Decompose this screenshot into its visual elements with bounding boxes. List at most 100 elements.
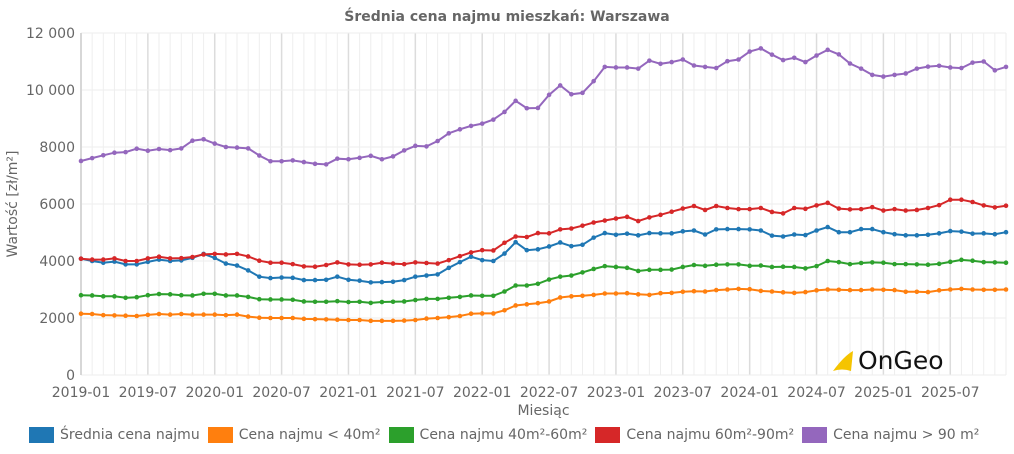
data-point <box>758 263 764 268</box>
data-point <box>580 242 585 248</box>
data-point <box>725 262 730 267</box>
data-point <box>1003 64 1009 70</box>
data-point <box>892 72 897 78</box>
data-point <box>446 265 452 271</box>
x-tick-label: 2022-01 <box>453 385 512 401</box>
data-point <box>591 292 596 298</box>
data-point <box>502 251 507 256</box>
data-point <box>914 233 920 238</box>
data-point <box>201 291 206 297</box>
data-point <box>825 200 830 206</box>
data-point <box>535 300 541 306</box>
data-point <box>992 287 998 293</box>
data-point <box>624 265 630 271</box>
data-point <box>881 260 886 266</box>
data-point <box>312 299 318 305</box>
data-point <box>869 287 875 292</box>
data-point <box>780 211 786 216</box>
data-point <box>713 227 719 232</box>
data-point <box>335 260 340 265</box>
data-point <box>368 262 374 267</box>
data-point <box>970 287 975 292</box>
data-point <box>446 295 452 301</box>
data-point <box>647 267 652 273</box>
data-point <box>134 146 140 152</box>
data-point <box>390 318 396 324</box>
data-point <box>479 121 485 126</box>
data-point <box>591 266 596 272</box>
data-point <box>791 290 797 296</box>
data-point <box>736 262 741 267</box>
data-point <box>580 223 585 228</box>
data-point <box>390 279 396 285</box>
data-point <box>691 63 697 68</box>
data-point <box>301 264 307 269</box>
data-point <box>468 254 474 260</box>
data-point <box>167 312 173 317</box>
data-point <box>379 318 385 324</box>
data-point <box>245 314 251 319</box>
data-point <box>1003 260 1009 266</box>
data-point <box>312 264 318 270</box>
data-point <box>914 66 920 71</box>
data-point <box>245 146 251 151</box>
data-point <box>413 317 418 323</box>
data-point <box>524 302 530 307</box>
data-point <box>502 109 507 115</box>
data-point <box>691 203 697 209</box>
grid <box>80 32 1007 376</box>
data-point <box>947 65 953 70</box>
y-tick-label: 12 000 <box>26 26 75 42</box>
data-point <box>123 262 128 267</box>
legend-item-under-40[interactable]: Cena najmu < 40m² <box>207 427 381 443</box>
data-point <box>858 287 864 293</box>
legend-label: Cena najmu < 40m² <box>238 427 381 443</box>
data-point <box>167 256 173 261</box>
legend-item-average[interactable]: Średnia cena najmu <box>29 427 200 443</box>
data-point <box>446 257 452 263</box>
data-point <box>546 92 552 98</box>
data-point <box>491 293 496 299</box>
data-point <box>290 158 296 163</box>
data-point <box>869 72 875 78</box>
data-point <box>223 312 229 318</box>
data-point <box>825 258 830 264</box>
data-point <box>290 315 296 321</box>
data-point <box>357 278 362 283</box>
data-point <box>669 290 674 296</box>
data-point <box>502 289 507 294</box>
x-tick-label: 2021-01 <box>319 385 378 401</box>
data-point <box>903 71 908 76</box>
y-tick-label: 8000 <box>39 140 75 156</box>
data-point <box>234 145 240 150</box>
data-point <box>513 239 518 245</box>
data-point <box>145 312 151 318</box>
legend-item-40-60[interactable]: Cena najmu 40m²-60m² <box>388 427 587 443</box>
data-point <box>825 224 830 230</box>
series-2 <box>78 257 1009 306</box>
data-point <box>435 261 440 266</box>
legend-item-over-90[interactable]: Cena najmu > 90 m² <box>802 427 979 443</box>
data-point <box>814 288 819 293</box>
data-point <box>446 131 452 136</box>
data-point <box>346 299 351 305</box>
data-point <box>301 316 307 322</box>
data-point <box>257 296 262 302</box>
data-point <box>513 283 518 288</box>
data-point <box>123 313 128 319</box>
data-point <box>78 158 84 164</box>
data-point <box>557 227 563 232</box>
legend-item-60-90[interactable]: Cena najmu 60m²-90m² <box>595 427 794 443</box>
data-point <box>279 260 284 266</box>
data-point <box>858 206 864 212</box>
data-point <box>624 231 630 236</box>
x-tick-label: 2024-01 <box>720 385 779 401</box>
data-point <box>959 257 964 263</box>
data-point <box>814 228 819 233</box>
data-point <box>379 260 385 266</box>
data-point <box>546 244 552 249</box>
data-point <box>780 234 786 239</box>
data-point <box>947 197 953 203</box>
data-point <box>234 263 240 268</box>
legend-label: Średnia cena najmu <box>60 427 200 443</box>
